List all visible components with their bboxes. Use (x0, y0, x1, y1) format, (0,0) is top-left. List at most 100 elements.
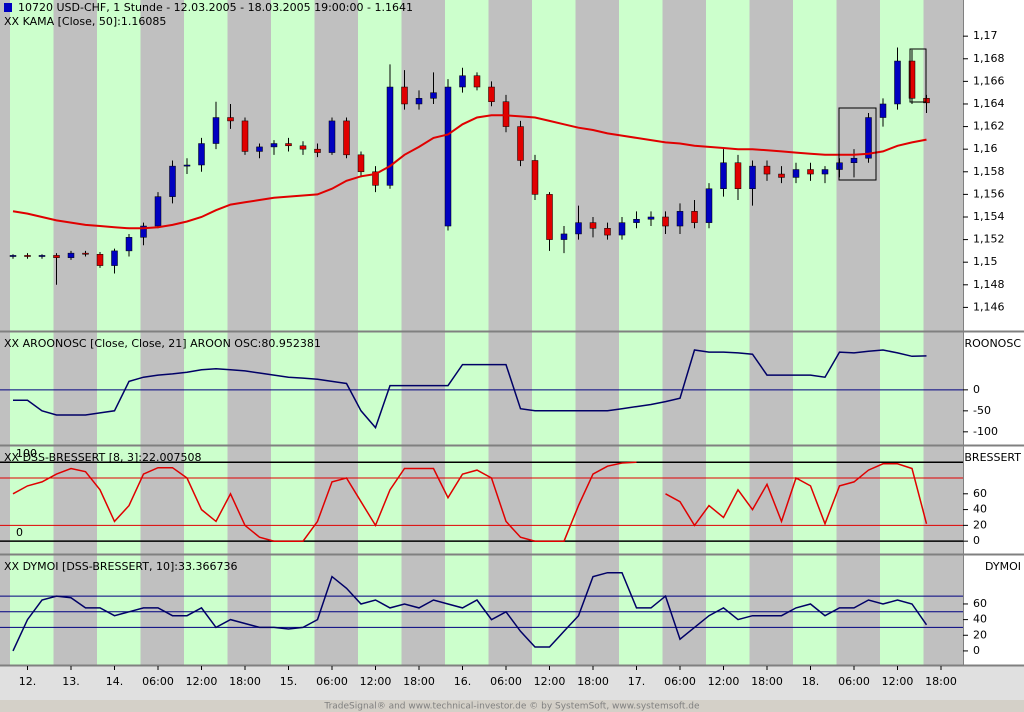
x-tick-label: 06:00 (316, 675, 348, 688)
x-tick-label: 18:00 (577, 675, 609, 688)
y-tick-label: 0 (973, 534, 980, 547)
x-tick-label: 06:00 (664, 675, 696, 688)
candle-body (575, 222, 582, 235)
axis-label: DYMOI (985, 560, 1021, 573)
x-tick-label: 14. (106, 675, 124, 688)
y-tick-label: 40 (973, 613, 987, 626)
candle-body (343, 120, 350, 156)
y-tick-label: 1,146 (973, 300, 1005, 313)
y-tick-label: 60 (973, 597, 987, 610)
candle-body (908, 60, 916, 99)
candle-body (517, 126, 524, 161)
legend-entry: XX DSS-BRESSERT [8, 3]:22.007508 (4, 451, 201, 464)
y-tick-label: 1,17 (973, 29, 998, 42)
y-tick-label: 1,154 (973, 210, 1005, 223)
y-tick-label: 40 (973, 503, 987, 516)
candle-body (778, 173, 785, 178)
reference-label: 100 (16, 447, 37, 460)
marker-box (909, 48, 927, 103)
candle-body (502, 101, 510, 127)
candle-body (82, 252, 89, 255)
x-tick-label: 12:00 (360, 675, 392, 688)
candle-body (241, 120, 249, 152)
x-tick-label: 15. (280, 675, 298, 688)
y-tick-label: 1,152 (973, 233, 1005, 246)
candle-body (198, 143, 205, 166)
y-tick-label: 1,15 (973, 255, 998, 268)
candle-body (183, 164, 191, 167)
candle-body (604, 228, 611, 236)
marks (0, 47, 963, 652)
candle-body (821, 169, 829, 175)
candle-body (212, 117, 220, 144)
candle-body (67, 252, 75, 258)
candle-body (705, 188, 713, 223)
y-tick-label: 1,16 (973, 142, 998, 155)
candle-body (691, 211, 698, 223)
x-tick-label: 12:00 (708, 675, 740, 688)
candle-body (459, 75, 466, 88)
candle-body (314, 148, 321, 153)
x-tick-label: 06:00 (490, 675, 522, 688)
candle-body (372, 171, 379, 186)
labels: 1,146 1,148 1,15 1,152 1,154 1,156 1,158 1,16 1,… (4, 1, 1021, 712)
y-tick-label: 0 (973, 644, 980, 657)
candle-body (850, 157, 858, 163)
x-axis-bg (0, 665, 1024, 700)
candle-body (633, 218, 640, 223)
chart-title: 10720 USD-CHF, 1 Stunde - 12.03.2005 - 1… (18, 1, 413, 14)
candle-body (357, 154, 365, 173)
candle-body (270, 143, 278, 148)
candle-body (763, 165, 771, 175)
candle-body (299, 145, 307, 150)
x-tick-label: 18:00 (403, 675, 435, 688)
x-tick-label: 16. (454, 675, 472, 688)
reference-label: 0 (16, 526, 23, 539)
x-tick-label: 18. (802, 675, 820, 688)
y-tick-label: 1,156 (973, 187, 1005, 200)
y-tick-label: 1,158 (973, 165, 1005, 178)
candle-body (96, 254, 104, 266)
y-tick-label: -100 (973, 425, 998, 438)
candle-body (430, 92, 437, 99)
candle-body (720, 162, 727, 189)
x-tick-label: 12:00 (534, 675, 566, 688)
y-tick-label: 1,168 (973, 52, 1005, 65)
candle-body (386, 86, 394, 186)
candle-body (560, 233, 568, 240)
candle-body (444, 86, 452, 227)
legend-entry: XX AROONOSC [Close, Close, 21] AROON OSC… (4, 337, 321, 350)
candle-body (488, 86, 495, 102)
title-icon (4, 3, 12, 12)
candle-body (473, 75, 481, 88)
candle-body (169, 165, 176, 197)
candle-body (285, 143, 292, 147)
candle-body (894, 60, 901, 105)
legend-entry: XX KAMA [Close, 50]:1.16085 (4, 15, 166, 28)
x-tick-label: 13. (62, 675, 80, 688)
candle-body (401, 86, 408, 105)
x-tick-label: 17. (628, 675, 646, 688)
candle-body (546, 194, 553, 240)
candle-body (879, 103, 887, 118)
x-tick-label: 12:00 (186, 675, 218, 688)
x-tick-label: 06:00 (142, 675, 174, 688)
candle-body (676, 211, 684, 227)
x-tick-label: 18:00 (229, 675, 261, 688)
candle-body (647, 216, 655, 220)
y-tick-label: 1,162 (973, 120, 1005, 133)
y-tick-label: 1,164 (973, 97, 1005, 110)
y-tick-label: 1,148 (973, 278, 1005, 291)
candle-body (9, 255, 17, 257)
legend-entry: XX DYMOI [DSS-BRESSERT, 10]:33.366736 (4, 560, 237, 573)
y-tick-label: 1,166 (973, 74, 1005, 87)
x-tick-label: 18:00 (751, 675, 783, 688)
candle-body (749, 165, 756, 189)
candle-body (792, 169, 800, 178)
x-tick-label: 12. (19, 675, 37, 688)
candle-body (53, 255, 60, 258)
series-line (12, 114, 927, 230)
